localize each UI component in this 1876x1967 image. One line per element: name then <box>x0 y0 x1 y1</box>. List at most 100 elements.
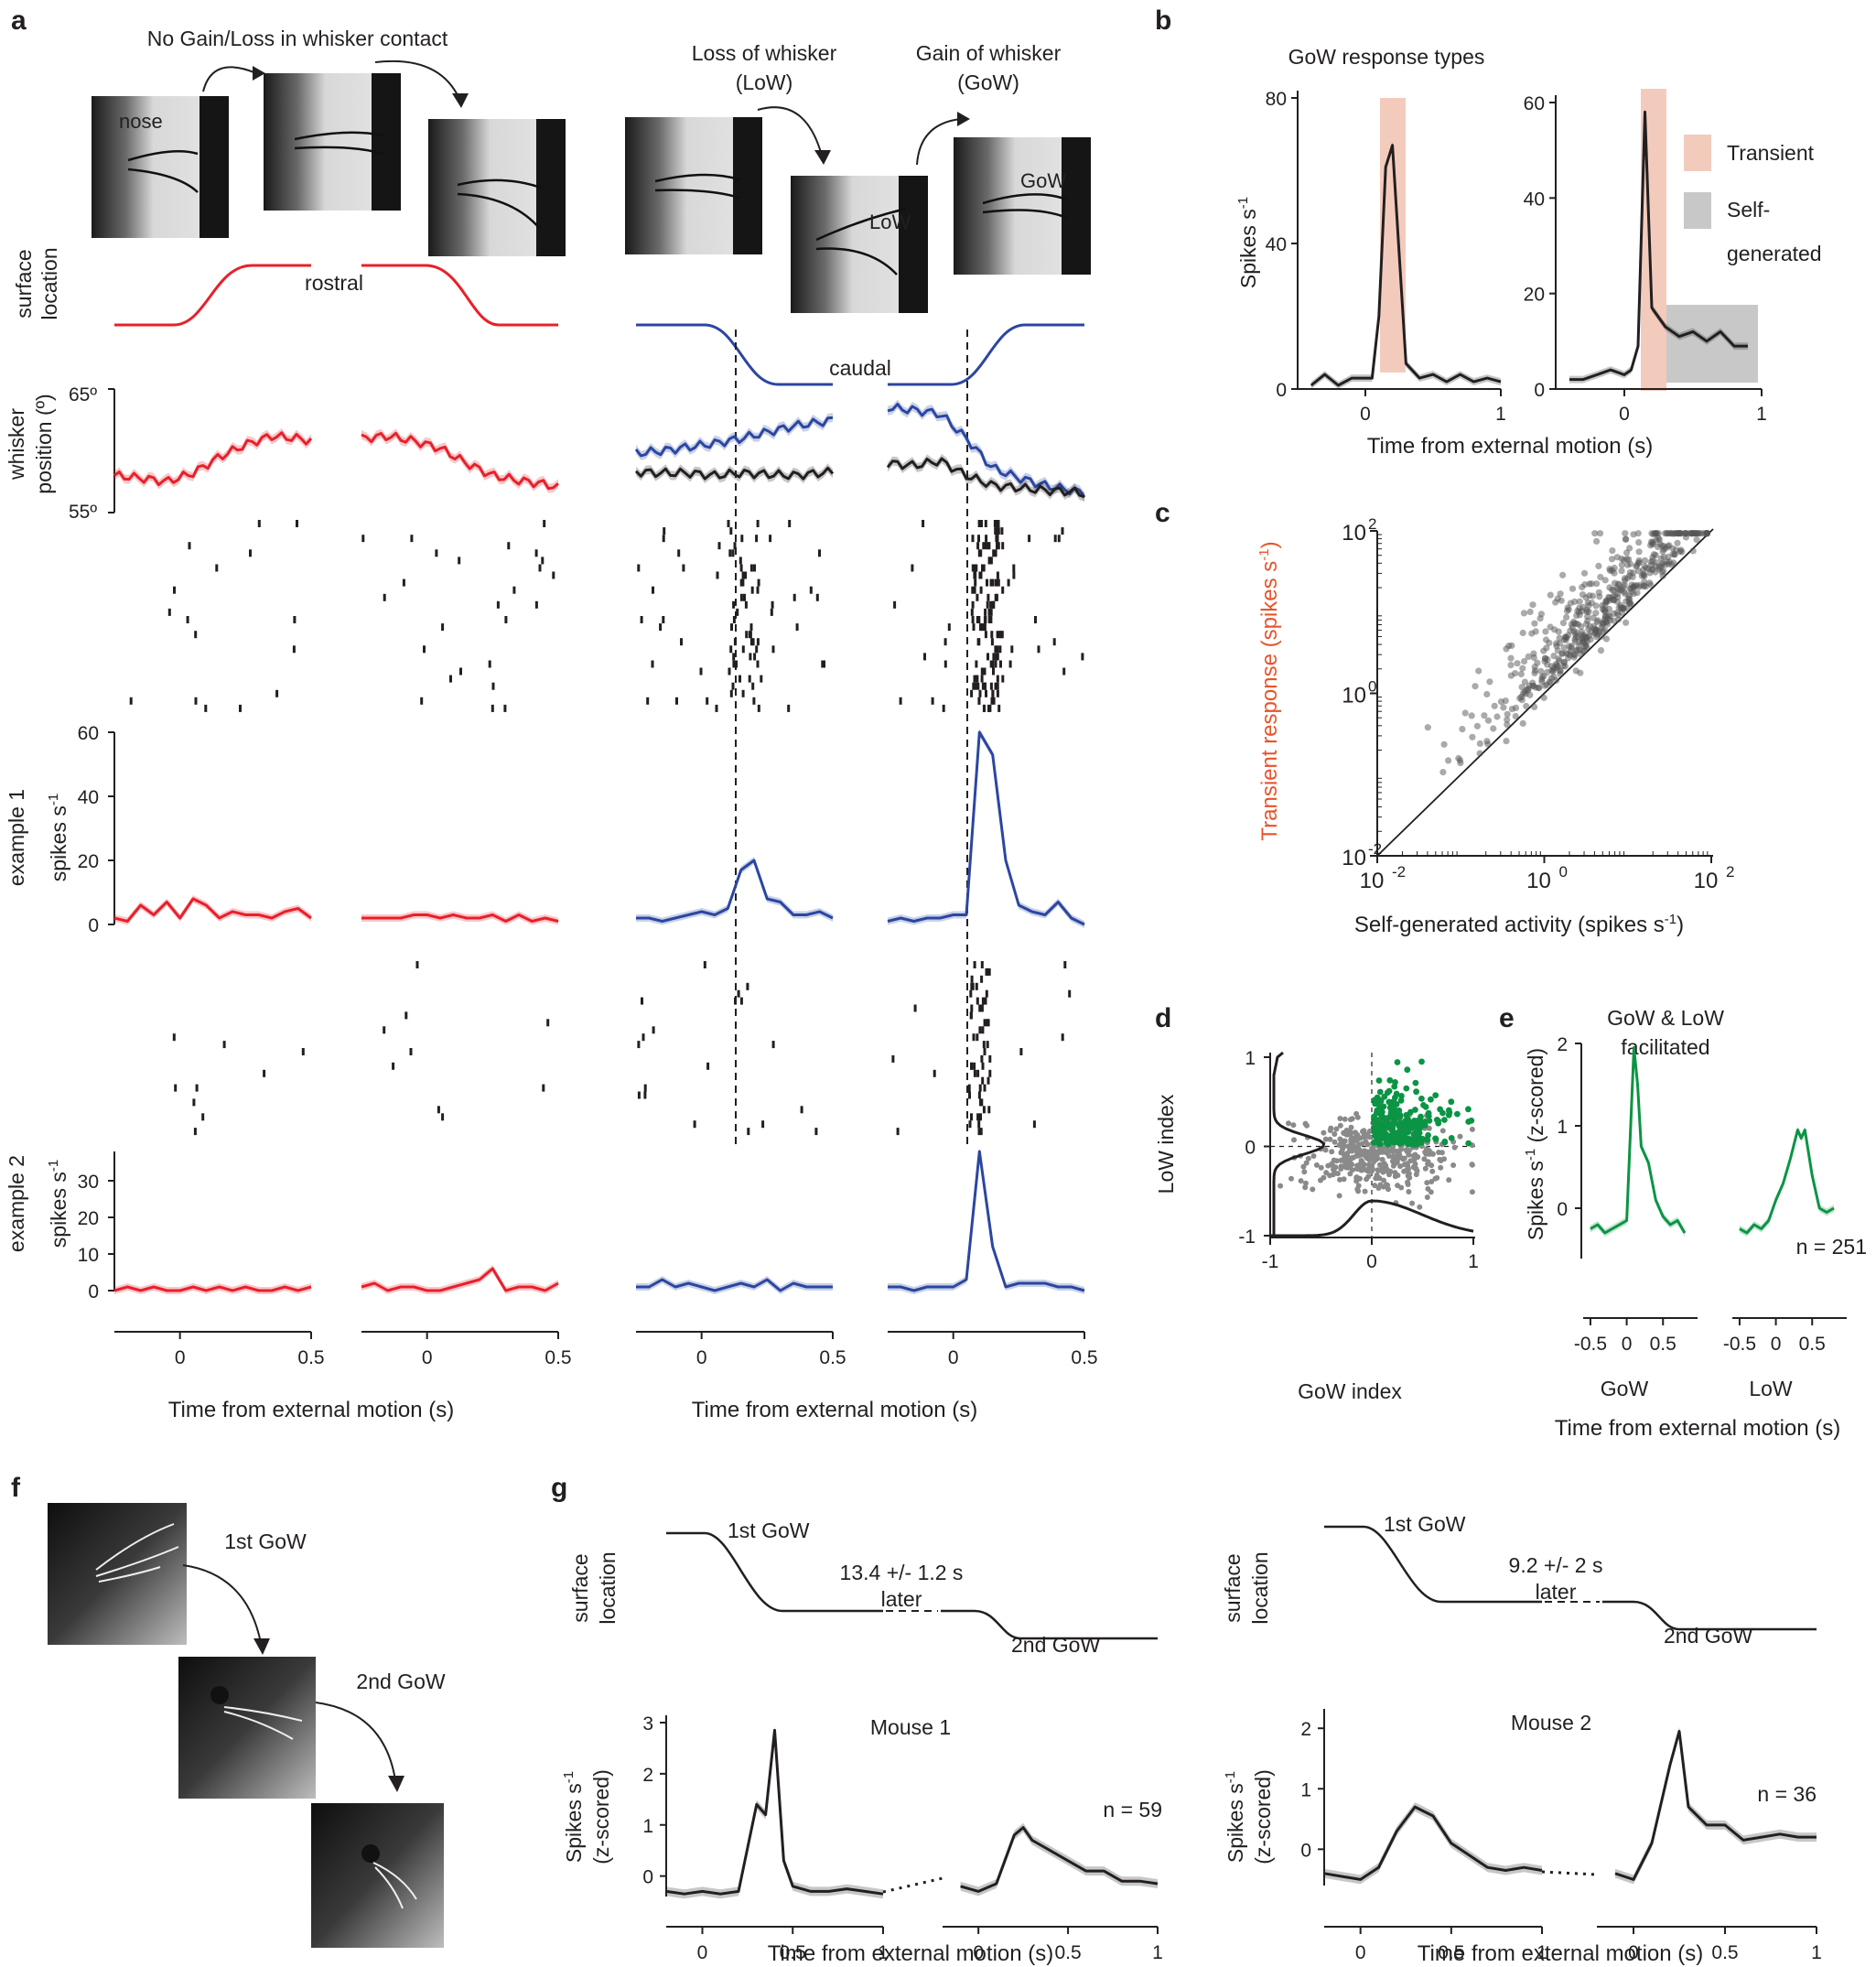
raster1-tick <box>977 520 981 527</box>
raster1-tick <box>732 653 736 661</box>
c-point <box>1484 717 1493 724</box>
c-point <box>1461 709 1469 717</box>
f-photo-2 <box>178 1657 316 1799</box>
raster1-tick <box>662 616 665 623</box>
c-point <box>1597 647 1605 654</box>
raster1-tick <box>996 571 999 579</box>
c-point <box>1529 601 1536 609</box>
raster1-tick <box>1000 527 1004 535</box>
d-point-green <box>1398 1093 1405 1099</box>
c-point <box>1660 543 1667 550</box>
raster1-tick <box>741 578 745 587</box>
c-point <box>1665 553 1672 561</box>
c-point <box>1580 569 1589 577</box>
g2-axes-trace-0 <box>1323 1805 1543 1881</box>
raster1-tick <box>979 623 982 632</box>
e-xtick-label: -0.5 <box>1723 1334 1756 1355</box>
raster2-tick <box>771 1041 775 1049</box>
d-point-green <box>1395 1133 1402 1140</box>
raster1-tick <box>760 675 763 683</box>
c-point <box>1628 581 1635 589</box>
raster2-tick <box>978 1084 982 1092</box>
c-point <box>1569 585 1577 592</box>
c-point <box>1546 678 1553 686</box>
a-example1-ylabel: spikes s-1 <box>46 794 70 881</box>
raster1-tick <box>970 689 974 697</box>
d-point-grey <box>1321 1174 1327 1181</box>
c-point <box>1586 592 1593 600</box>
a-caudal-label: caudal <box>829 356 891 380</box>
d-point-grey <box>1422 1149 1429 1155</box>
a-xtick-label: 0 <box>422 1347 433 1368</box>
a-example2-ylabel-sup: -1 <box>46 1160 61 1172</box>
g-m1-surface-first <box>666 1531 883 1613</box>
c-point <box>1609 547 1616 555</box>
c-point <box>1538 678 1546 686</box>
c-point <box>1504 710 1511 718</box>
raster1-tick <box>989 608 993 616</box>
raster1-tick <box>971 600 975 609</box>
d-point-grey <box>1469 1126 1475 1132</box>
raster1-tick <box>1001 675 1005 683</box>
raster1-tick <box>997 631 1001 639</box>
d-point-grey <box>1337 1136 1343 1142</box>
d-point-grey <box>1357 1162 1364 1167</box>
raster2-tick <box>195 1084 199 1092</box>
e-ylabel-sup: -1 <box>1523 1149 1538 1161</box>
raster1-tick <box>980 675 984 683</box>
d-point-green <box>1454 1110 1461 1118</box>
g-xtick-label: 0.5 <box>1054 1942 1081 1963</box>
f-arrow-2-head <box>388 1776 404 1792</box>
d-point-grey <box>1372 1183 1378 1189</box>
raster1-tick <box>728 667 731 675</box>
c-point <box>1593 537 1601 546</box>
c-point <box>1519 629 1526 637</box>
d-point-grey <box>1304 1122 1310 1129</box>
c-point <box>1424 724 1431 731</box>
c-xtick-label: 10 <box>1360 869 1385 893</box>
raster1-tick <box>976 542 980 550</box>
wp-trace-0 <box>113 431 313 487</box>
c-xtick-exp: -2 <box>1392 863 1406 881</box>
b-legend-self-2: generated <box>1727 242 1822 265</box>
raster1-tick <box>997 704 1001 712</box>
raster1-tick <box>651 660 654 668</box>
raster2-tick <box>441 1113 445 1121</box>
d-point-grey <box>1364 1141 1371 1148</box>
d-point-grey <box>1434 1174 1440 1181</box>
raster1-tick <box>899 697 902 705</box>
raster2-tick <box>977 1128 981 1136</box>
raster2-tick <box>739 997 743 1005</box>
d-point-grey <box>1415 1154 1421 1160</box>
d-point-grey <box>1337 1122 1343 1129</box>
d-point-grey <box>1381 1177 1386 1183</box>
raster1-tick <box>751 682 755 690</box>
raster2-tick <box>703 961 706 968</box>
c-point <box>1625 592 1633 600</box>
c-point <box>1500 704 1507 711</box>
d-point-green <box>1412 1132 1418 1140</box>
c-point <box>1635 548 1643 556</box>
d-point-green <box>1421 1119 1429 1125</box>
a-surface-trace-rostral-in <box>114 264 311 327</box>
c-point <box>1576 604 1583 611</box>
b-ylabel-text: Spikes s <box>1236 209 1260 288</box>
raster1-tick <box>982 542 986 550</box>
raster1-tick <box>652 586 654 594</box>
raster2-tick <box>737 989 740 998</box>
c-point <box>1540 694 1547 701</box>
raster1-tick <box>993 520 997 527</box>
g-ytick-label: 1 <box>1300 1779 1311 1800</box>
c-xtick-exp: 0 <box>1559 863 1568 881</box>
raster1-tick <box>194 631 198 639</box>
ex2-ticks-trace-0 <box>113 1285 312 1292</box>
c-point <box>1623 619 1630 626</box>
d-point-grey <box>1405 1162 1411 1169</box>
c-point <box>1618 555 1625 563</box>
c-point <box>1703 530 1710 537</box>
c-point <box>1519 719 1526 728</box>
c-point <box>1586 622 1594 631</box>
raster1-tick <box>769 535 772 543</box>
d-point-grey <box>1424 1194 1430 1200</box>
raster1-tick <box>976 593 979 601</box>
